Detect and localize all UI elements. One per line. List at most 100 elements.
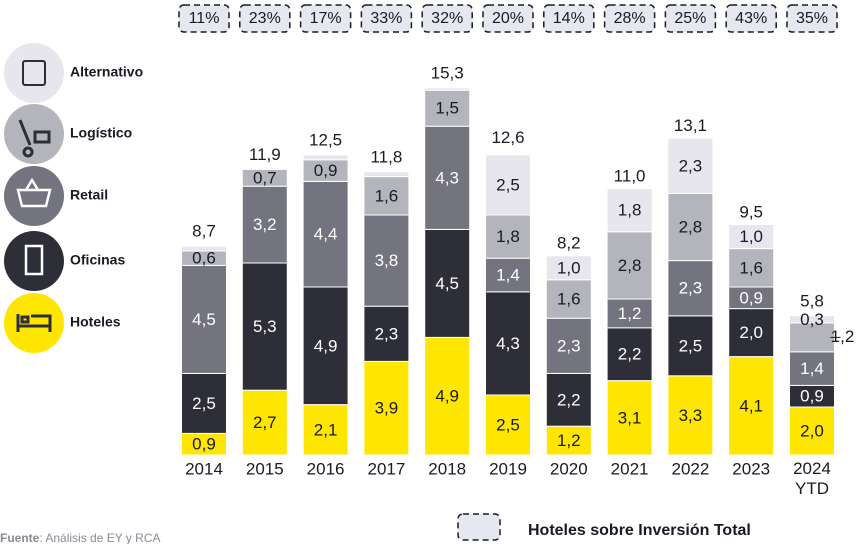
data-label: 3,3: [679, 406, 703, 425]
data-label: 3,2: [253, 215, 277, 234]
share-label: 28%: [614, 10, 646, 27]
total-label: 12,5: [309, 130, 342, 149]
x-tick-label: 2019: [489, 459, 527, 478]
icon-hoteles: [4, 293, 64, 353]
data-label: 2,3: [679, 279, 703, 298]
x-tick-label: 2014: [185, 459, 223, 478]
data-label: 4,4: [314, 225, 338, 244]
total-label: 11,9: [249, 145, 281, 164]
share-legend-text: Hoteles sobre Inversión Total: [528, 522, 751, 539]
data-label: 1,0: [739, 227, 763, 246]
data-label: 0,7: [253, 168, 277, 187]
bar-segment: [728, 248, 775, 288]
share-label: 23%: [249, 10, 281, 27]
bar-segment: [606, 298, 653, 329]
share-label: 33%: [370, 10, 402, 27]
bar-segment: [789, 315, 835, 324]
bar-segment: [302, 404, 349, 456]
bar-segment: [606, 380, 653, 456]
data-label: 2,5: [192, 394, 216, 413]
x-tick-label: 2022: [671, 459, 709, 478]
data-label: 2,2: [557, 390, 581, 409]
data-label: 0,9: [800, 387, 824, 406]
legend-label: Oficinas: [70, 252, 125, 268]
bar-segment: [241, 168, 288, 187]
share-box: [421, 4, 473, 33]
share-legend-swatch: [457, 513, 501, 541]
bar-segment: [485, 154, 531, 216]
data-label: 2,0: [739, 323, 763, 342]
bar-segment: [363, 171, 410, 178]
data-label: 2,3: [679, 156, 703, 175]
bar-segment: [424, 228, 471, 338]
bar-segment: [545, 255, 592, 281]
x-tick-label: 2017: [367, 459, 405, 478]
bar-segment: [667, 375, 714, 456]
data-label: 1,4: [496, 265, 520, 284]
bar-segment: [728, 356, 775, 456]
total-label: 13,1: [674, 116, 707, 135]
legend-label: Hoteles: [70, 314, 121, 330]
bar-segment: [363, 176, 410, 216]
data-label: 1,6: [375, 186, 399, 205]
total-label: 11,0: [614, 166, 646, 185]
bar-segment: [241, 389, 288, 456]
bar-segment: [241, 185, 288, 264]
legend-label: Logístico: [70, 125, 132, 141]
total-label: 11,8: [370, 147, 402, 166]
bar-segment: [424, 87, 471, 91]
x-tick-label: 2015: [246, 459, 284, 478]
bar-segment: [302, 154, 349, 161]
bar-segment: [728, 308, 775, 358]
bar-segment: [667, 315, 714, 377]
bar-segment: [789, 351, 835, 386]
x-tick-label: 2018: [428, 459, 466, 478]
data-label: 0,6: [192, 249, 216, 268]
data-label: 2,8: [618, 256, 642, 275]
data-label: 4,9: [314, 336, 338, 355]
data-label: 2,7: [253, 413, 277, 432]
bar-segment: [181, 245, 227, 252]
data-label: 1,0: [557, 258, 581, 277]
share-box: [543, 4, 595, 33]
share-box: [786, 4, 838, 33]
bar-segment: [424, 89, 471, 127]
total-label: 9,5: [739, 202, 763, 221]
data-label: 2,5: [496, 415, 520, 434]
share-box: [178, 4, 230, 33]
legend-label: Alternativo: [70, 64, 143, 80]
bar-segment: [302, 180, 349, 288]
data-label: 1,8: [496, 227, 520, 246]
share-label: 25%: [674, 10, 706, 27]
x-tick-label: 2024 YTD: [793, 459, 831, 498]
icon-retail: [4, 166, 64, 226]
data-label: 1,2: [557, 431, 581, 450]
data-label: 4,5: [435, 274, 459, 293]
bar-segment: [667, 260, 714, 317]
bar-segment: [789, 406, 835, 456]
data-label: 2,3: [375, 324, 399, 343]
total-label: 5,8: [800, 291, 824, 310]
data-label: 3,9: [375, 399, 399, 418]
total-label: 15,3: [431, 63, 464, 82]
icon-logistico-glyph: [18, 119, 51, 158]
data-label: 1,2: [618, 304, 642, 323]
data-label: 4,3: [435, 168, 459, 187]
data-label: 3,1: [618, 408, 642, 427]
data-label: 1,2: [831, 327, 855, 346]
share-box: [299, 4, 352, 33]
bar-segment: [728, 224, 775, 250]
data-label: 1,6: [557, 289, 581, 308]
data-label: 0,3: [800, 310, 824, 329]
share-box: [603, 4, 656, 33]
share-label: 35%: [796, 10, 828, 27]
share-box: [239, 4, 291, 33]
total-label: 8,7: [192, 222, 216, 241]
data-label: 1,4: [800, 359, 824, 378]
icon-oficinas-glyph: [24, 244, 44, 276]
share-label: 17%: [310, 10, 342, 27]
x-tick-label: 2020: [550, 459, 588, 478]
source-text: : Análisis de EY y RCA: [39, 531, 160, 544]
share-box: [725, 4, 777, 33]
data-label: 1,5: [435, 99, 459, 118]
